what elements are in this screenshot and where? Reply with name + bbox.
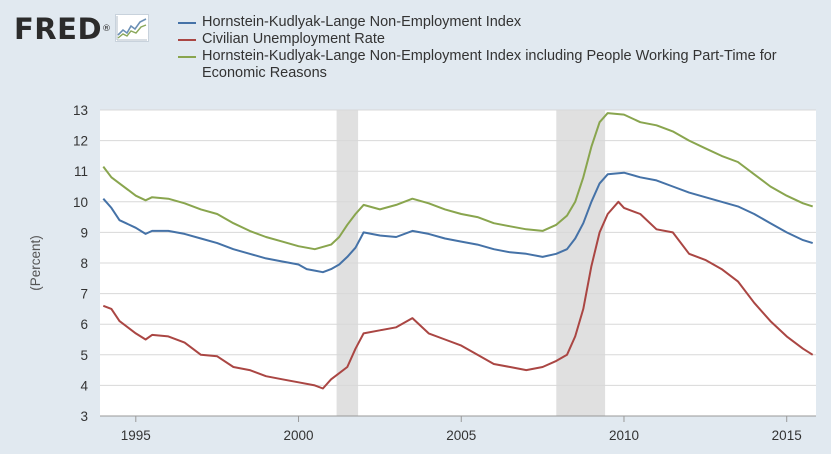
series-lines (102, 112, 814, 390)
y-tick-label-6: 6 (80, 317, 88, 332)
legend-item-hkl-index[interactable]: Hornstein-Kudlyak-Lange Non-Employment I… (178, 14, 828, 31)
y-tick-label-12: 12 (73, 134, 88, 149)
x-tick-label-1995: 1995 (121, 428, 151, 443)
fred-logo[interactable]: FRED® (14, 12, 112, 46)
fred-logo-text: FRED (14, 12, 103, 46)
y-tick-label-13: 13 (73, 103, 88, 118)
legend-item-hkl-index-part-time[interactable]: Hornstein-Kudlyak-Lange Non-Employment I… (178, 48, 828, 82)
x-tick-label-2010: 2010 (609, 428, 639, 443)
y-tick-label-3: 3 (80, 409, 88, 424)
legend-label: Hornstein-Kudlyak-Lange Non-Employment I… (202, 14, 522, 30)
x-tick-label-2000: 2000 (284, 428, 314, 443)
x-axis: 1995 2000 2005 2010 2015 (100, 415, 816, 443)
y-axis: 3 4 5 6 7 8 9 10 11 12 13 (73, 103, 89, 424)
y-tick-label-5: 5 (80, 348, 88, 363)
registered-mark: ® (102, 24, 112, 34)
legend-swatch-green (178, 56, 196, 58)
y-tick-label-4: 4 (80, 378, 88, 393)
y-tick-label-10: 10 (73, 195, 88, 210)
x-tick-label-2015: 2015 (772, 428, 802, 443)
y-tick-label-9: 9 (80, 225, 88, 240)
series-hkl-index[interactable] (102, 171, 813, 274)
series-unemployment-rate[interactable] (102, 200, 814, 390)
y-axis-title: (Percent) (28, 235, 43, 291)
grid-lines (100, 109, 816, 417)
legend-label: Hornstein-Kudlyak-Lange Non-Employment I… (202, 48, 777, 81)
y-tick-label-8: 8 (80, 256, 88, 271)
legend-item-unemployment-rate[interactable]: Civilian Unemployment Rate (178, 31, 828, 48)
legend-swatch-blue (178, 22, 196, 24)
chart-legend: Hornstein-Kudlyak-Lange Non-Employment I… (178, 14, 828, 82)
legend-swatch-red (178, 39, 196, 41)
y-tick-label-11: 11 (74, 164, 88, 179)
fred-chart-icon (115, 14, 149, 42)
x-tick-label-2005: 2005 (446, 428, 476, 443)
y-tick-label-7: 7 (80, 287, 88, 302)
series-hkl-index-part-time[interactable] (102, 112, 814, 251)
legend-label: Civilian Unemployment Rate (202, 31, 385, 47)
